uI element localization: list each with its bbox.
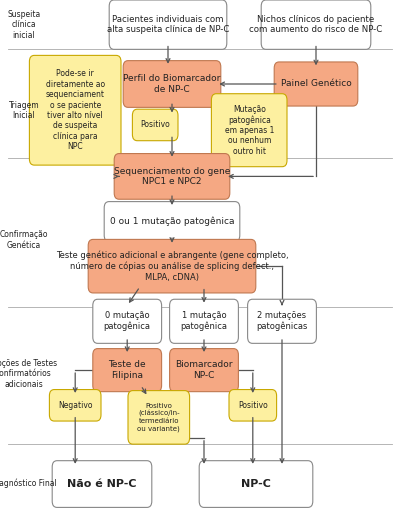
FancyBboxPatch shape	[261, 0, 371, 49]
Text: Triagem
Inicial: Triagem Inicial	[9, 101, 39, 120]
Text: Confirmação
Genética: Confirmação Genética	[0, 230, 48, 249]
Text: Teste de
Filipina: Teste de Filipina	[108, 361, 146, 380]
FancyBboxPatch shape	[88, 239, 256, 293]
Text: Opções de Testes
confirmatórios
adicionais: Opções de Testes confirmatórios adiciona…	[0, 359, 57, 388]
Text: Positivo: Positivo	[238, 401, 268, 410]
FancyBboxPatch shape	[170, 299, 238, 343]
FancyBboxPatch shape	[30, 56, 121, 165]
FancyBboxPatch shape	[199, 461, 313, 507]
FancyBboxPatch shape	[109, 0, 227, 49]
FancyBboxPatch shape	[229, 390, 277, 421]
FancyBboxPatch shape	[211, 93, 287, 167]
Text: Positivo: Positivo	[140, 120, 170, 130]
Text: NP-C: NP-C	[241, 479, 271, 489]
Text: Painel Genético: Painel Genético	[281, 79, 351, 89]
FancyBboxPatch shape	[114, 153, 230, 199]
FancyBboxPatch shape	[93, 349, 162, 392]
Text: Suspeita
clínica
inicial: Suspeita clínica inicial	[7, 10, 41, 39]
Text: Sequenciamento do gene
NPC1 e NPC2: Sequenciamento do gene NPC1 e NPC2	[114, 167, 230, 186]
FancyBboxPatch shape	[274, 62, 358, 106]
Text: Diagnóstico Final: Diagnóstico Final	[0, 478, 57, 488]
Text: Perfil do Biomarcador
de NP-C: Perfil do Biomarcador de NP-C	[123, 75, 221, 93]
Text: Não é NP-C: Não é NP-C	[67, 479, 137, 489]
Text: 0 mutação
patogênica: 0 mutação patogênica	[104, 311, 151, 331]
FancyBboxPatch shape	[50, 390, 101, 421]
Text: Biomarcador
NP-C: Biomarcador NP-C	[175, 361, 233, 380]
Text: Pacientes individuais com
alta suspeita clínica de NP-C: Pacientes individuais com alta suspeita …	[107, 15, 229, 34]
FancyBboxPatch shape	[104, 202, 240, 242]
Text: 0 ou 1 mutação patogênica: 0 ou 1 mutação patogênica	[110, 217, 234, 226]
Text: Nichos clínicos do paciente
com aumento do risco de NP-C: Nichos clínicos do paciente com aumento …	[249, 15, 383, 34]
Text: Negativo: Negativo	[58, 401, 92, 410]
Text: Positivo
(clássico/in-
termediário
ou variante): Positivo (clássico/in- termediário ou va…	[138, 403, 180, 432]
FancyBboxPatch shape	[123, 61, 221, 108]
FancyBboxPatch shape	[132, 109, 178, 141]
Text: Pode-se ir
diretamente ao
sequenciament
o se paciente
tiver alto nível
de suspei: Pode-se ir diretamente ao sequenciament …	[46, 69, 105, 151]
FancyBboxPatch shape	[248, 299, 316, 343]
Text: 2 mutações
patogênicas: 2 mutações patogênicas	[256, 311, 308, 331]
FancyBboxPatch shape	[52, 461, 152, 507]
FancyBboxPatch shape	[170, 349, 238, 392]
Text: Teste genético adicional e abrangente (gene completo,
número de cópias ou anális: Teste genético adicional e abrangente (g…	[56, 251, 288, 281]
FancyBboxPatch shape	[93, 299, 162, 343]
Text: Mutação
patogênica
em apenas 1
ou nenhum
outro hit: Mutação patogênica em apenas 1 ou nenhum…	[224, 104, 274, 156]
FancyBboxPatch shape	[128, 391, 190, 444]
Text: 1 mutação
patogênica: 1 mutação patogênica	[180, 311, 228, 331]
